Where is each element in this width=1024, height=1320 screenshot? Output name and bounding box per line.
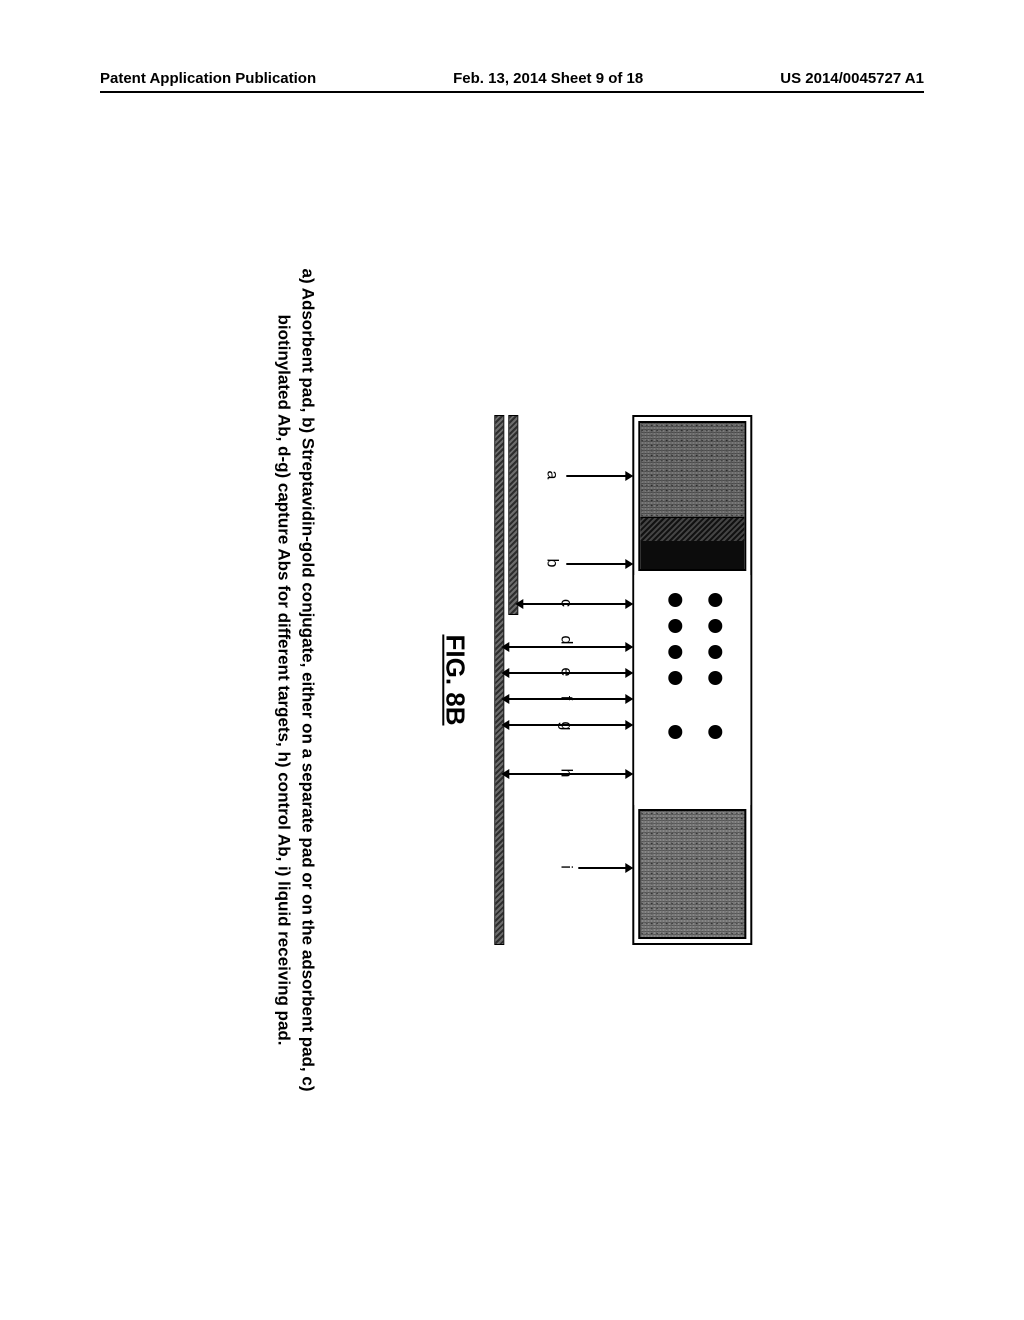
figure-title: FIG. 8B: [439, 415, 470, 945]
figure-container: a b c d e f g h i FIG.: [272, 180, 753, 1180]
capture-dots-row-2: [668, 575, 682, 805]
label-i: i: [556, 865, 574, 869]
conjugate-pad: [640, 517, 744, 541]
capture-dot: [708, 671, 722, 685]
backing-bar-short: [508, 415, 518, 615]
test-strip: [632, 415, 752, 945]
header-center: Feb. 13, 2014 Sheet 9 of 18: [453, 70, 643, 87]
capture-dot: [668, 671, 682, 685]
receiving-pad: [638, 809, 746, 939]
control-dot: [668, 725, 682, 739]
dot-gap: [708, 697, 722, 713]
leader-b: [566, 563, 626, 565]
leader-d: [508, 646, 626, 648]
label-c: c: [556, 599, 574, 607]
capture-dots-row-1: [708, 575, 722, 805]
caption-line-1: a) Adsorbent pad, b) Streptavidin-gold c…: [298, 268, 317, 1091]
page-header: Patent Application Publication Feb. 13, …: [0, 70, 1024, 93]
header-left: Patent Application Publication: [100, 70, 316, 87]
label-g: g: [556, 722, 574, 731]
capture-dot: [668, 619, 682, 633]
leader-c: [522, 603, 626, 605]
capture-dot: [668, 593, 682, 607]
dot-gap: [668, 697, 682, 713]
label-d: d: [556, 636, 574, 645]
lateral-flow-diagram: a b c d e f g h i FIG.: [439, 415, 752, 945]
capture-dot: [708, 619, 722, 633]
label-b: b: [542, 559, 560, 568]
biotinylated-ab-pad: [640, 541, 744, 569]
capture-dot: [668, 645, 682, 659]
control-dot: [708, 725, 722, 739]
capture-dot: [708, 645, 722, 659]
figure-caption: a) Adsorbent pad, b) Streptavidin-gold c…: [272, 220, 320, 1140]
label-h: h: [556, 769, 574, 778]
capture-dot: [708, 593, 722, 607]
header-right: US 2014/0045727 A1: [780, 70, 924, 87]
caption-line-2: biotinylated Ab, d-g) capture Abs for di…: [275, 314, 294, 1045]
label-f: f: [556, 696, 574, 700]
leader-lines: a b c d e f g h i: [506, 415, 626, 945]
adsorbent-pad: [638, 421, 746, 571]
leader-a: [566, 475, 626, 477]
leader-i: [578, 867, 626, 869]
label-e: e: [556, 668, 574, 677]
adsorbent-pad-texture: [640, 423, 744, 517]
membrane: [634, 575, 750, 805]
backing-bar-long: [494, 415, 504, 945]
label-a: a: [542, 471, 560, 480]
